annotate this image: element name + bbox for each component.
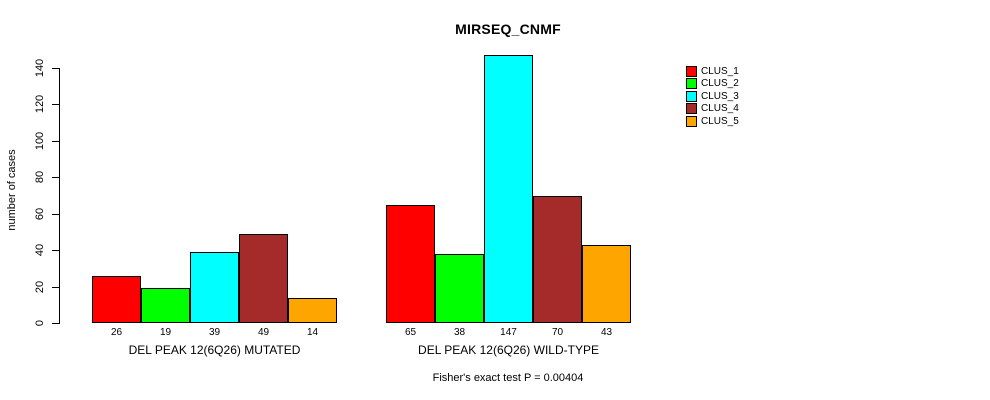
bar-value-label: 43 — [600, 327, 613, 338]
bar-clus_4-group2 — [533, 195, 582, 323]
bar-value-label: 147 — [500, 327, 517, 338]
bar-clus_2-group2 — [435, 253, 484, 323]
y-axis-tick — [52, 213, 59, 215]
bar-clus_1-group2 — [386, 204, 435, 323]
y-axis-tick — [52, 250, 59, 252]
bar-clus_2-group1 — [141, 288, 190, 323]
bar-value-label: 39 — [208, 327, 221, 338]
legend-item-label: CLUS_3 — [701, 90, 739, 102]
legend-item-label: CLUS_2 — [701, 78, 739, 89]
legend-item-label: CLUS_1 — [701, 65, 739, 77]
chart-title: MIRSEQ_CNMF — [455, 21, 561, 37]
y-axis-tick-label: 140 — [34, 58, 46, 78]
legend-swatch — [686, 115, 697, 127]
y-axis-tick-label: 40 — [34, 244, 46, 257]
legend-swatch — [686, 90, 697, 102]
y-axis-tick — [52, 323, 59, 324]
y-axis-line — [59, 68, 60, 324]
bar-value-label: 38 — [453, 327, 466, 338]
y-axis-tick — [52, 104, 59, 106]
y-axis-tick — [52, 177, 59, 179]
bar-value-label: 49 — [257, 327, 270, 338]
bar-clus_3-group1 — [190, 251, 239, 323]
group-label: DEL PEAK 12(6Q26) WILD-TYPE — [418, 343, 599, 357]
legend-item-label: CLUS_5 — [701, 115, 739, 127]
legend-item: CLUS_2 — [686, 78, 739, 90]
y-axis-tick-label: 20 — [34, 280, 46, 293]
bar-value-label: 70 — [551, 327, 564, 338]
bar-value-label: 14 — [306, 327, 319, 338]
annotation-text: Fisher's exact test P = 0.00404 — [432, 372, 584, 384]
y-axis-tick-label: 120 — [34, 95, 46, 114]
legend-item: CLUS_5 — [686, 115, 739, 127]
y-axis-label: number of cases — [6, 149, 18, 231]
group-label: DEL PEAK 12(6Q26) MUTATED — [128, 343, 301, 357]
legend-item: CLUS_1 — [686, 65, 739, 77]
bar-value-label: 19 — [159, 327, 172, 338]
legend-swatch — [686, 65, 697, 77]
legend-swatch — [686, 103, 697, 114]
bar-clus_1-group1 — [92, 275, 141, 323]
bar-clus_3-group2 — [484, 55, 533, 323]
bar-clus_5-group2 — [582, 244, 631, 323]
y-axis-tick-label: 100 — [34, 131, 46, 151]
legend-item: CLUS_4 — [686, 103, 739, 115]
legend-item-label: CLUS_4 — [701, 103, 739, 114]
legend-swatch — [686, 78, 697, 89]
y-axis-tick — [52, 68, 59, 69]
y-axis-tick-label: 0 — [34, 319, 46, 327]
y-axis-tick-label: 60 — [34, 207, 46, 220]
bar-value-label: 65 — [404, 327, 417, 338]
bar-clus_5-group1 — [288, 297, 337, 323]
y-axis-tick — [52, 286, 59, 288]
bar-value-label: 26 — [110, 327, 123, 338]
y-axis-tick — [52, 140, 59, 142]
y-axis-tick-label: 80 — [34, 171, 46, 184]
legend-item: CLUS_3 — [686, 90, 739, 102]
bar-clus_4-group1 — [239, 233, 288, 323]
